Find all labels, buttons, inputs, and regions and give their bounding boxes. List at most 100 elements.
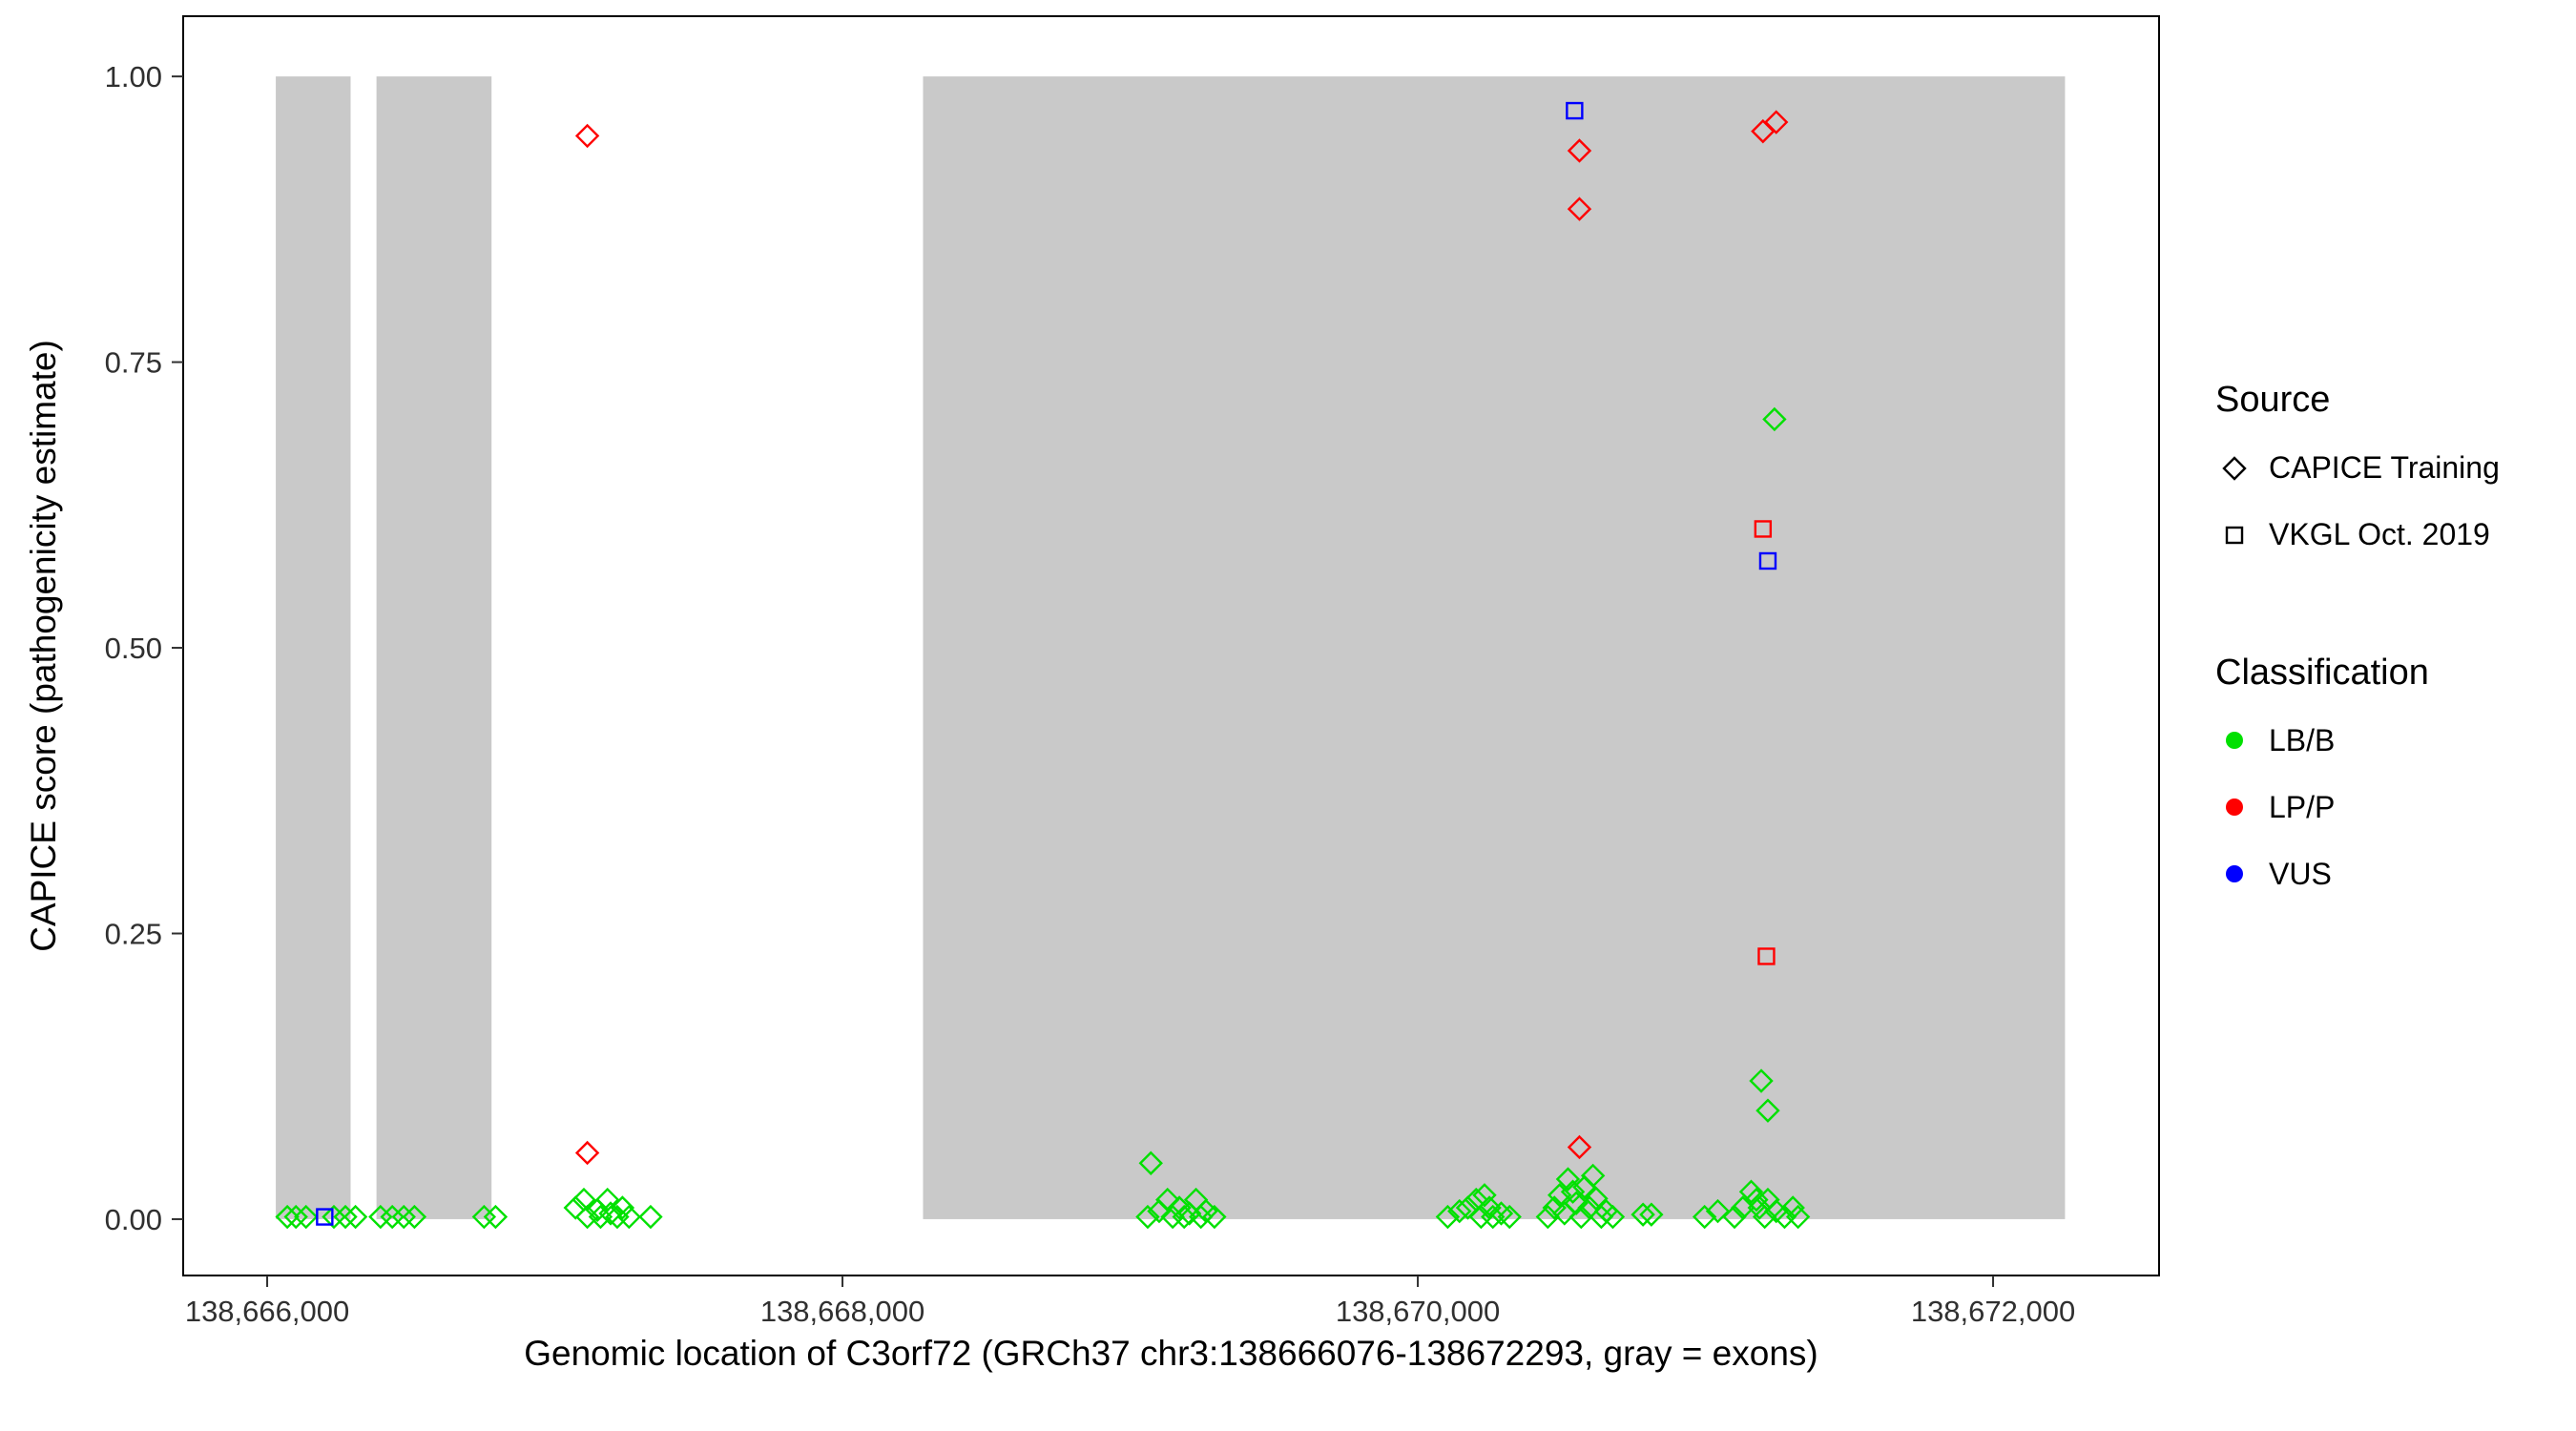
data-point-diamond	[1488, 1201, 1514, 1226]
x-tick-label: 138,672,000	[1911, 1295, 2075, 1328]
data-point-diamond	[1567, 138, 1592, 163]
open-square-icon	[2225, 526, 2244, 544]
y-axis-title: CAPICE score (pathogenicity estimate)	[24, 340, 63, 952]
exon-region	[376, 76, 492, 1219]
data-point-diamond	[1584, 1186, 1609, 1212]
data-point-diamond	[563, 1195, 588, 1220]
data-point-diamond	[1567, 197, 1592, 221]
data-point-square	[316, 1208, 334, 1226]
data-point-diamond	[1564, 1191, 1589, 1215]
data-point-diamond	[1468, 1204, 1494, 1230]
data-point-diamond	[1589, 1204, 1614, 1230]
data-point-diamond	[1560, 1179, 1586, 1204]
data-point-diamond	[1722, 1204, 1747, 1230]
lbb-color-dot-icon	[2226, 732, 2243, 750]
data-point-diamond	[574, 1140, 600, 1166]
legend-source-title: Source	[2215, 380, 2331, 420]
legend-item-vus: VUS	[2215, 840, 2500, 907]
data-point-diamond	[1755, 1098, 1780, 1123]
data-point-diamond	[598, 1201, 623, 1226]
data-point-square	[1566, 101, 1584, 120]
data-point-diamond	[1785, 1204, 1811, 1230]
legend-item-lbb: LB/B	[2215, 707, 2500, 774]
data-point-diamond	[1167, 1195, 1192, 1220]
data-point-diamond	[1705, 1198, 1731, 1224]
legend-label-lpp: LP/P	[2269, 789, 2336, 824]
data-point-diamond	[343, 1204, 368, 1230]
data-point-diamond	[275, 1204, 300, 1230]
data-point-diamond	[1555, 1167, 1581, 1192]
data-point-diamond	[1762, 406, 1787, 432]
data-point-diamond	[283, 1204, 308, 1230]
legend-group-source: Source CAPICE Training VKGL Oct. 2019	[2215, 380, 2500, 569]
data-point-diamond	[1738, 1179, 1764, 1204]
exon-region	[923, 76, 2066, 1219]
data-point-diamond	[1692, 1204, 1717, 1230]
data-point-diamond	[380, 1204, 405, 1230]
x-axis-title: Genomic location of C3orf72 (GRCh37 chr3…	[524, 1334, 1818, 1373]
legend-item-capice-training: CAPICE Training	[2215, 435, 2500, 502]
data-point-diamond	[1547, 1183, 1572, 1208]
data-point-diamond	[1568, 1204, 1593, 1230]
data-point-diamond	[1631, 1202, 1655, 1227]
y-tick-label: 0.25	[105, 917, 162, 950]
data-point-diamond	[588, 1204, 613, 1230]
data-point-diamond	[638, 1204, 663, 1230]
data-point-diamond	[595, 1187, 620, 1213]
data-point-diamond	[1752, 1204, 1777, 1230]
data-point-diamond	[1455, 1195, 1481, 1220]
legend-item-lpp: LP/P	[2215, 774, 2500, 840]
data-point-diamond	[1780, 1195, 1805, 1220]
data-point-diamond	[1447, 1198, 1472, 1224]
data-point-diamond	[483, 1204, 509, 1230]
legend-group-classification: Classification LB/B LP/P VUS	[2215, 653, 2500, 908]
y-tick-label: 1.00	[105, 60, 162, 93]
data-point-diamond	[333, 1204, 358, 1230]
data-point-diamond	[1481, 1204, 1506, 1230]
panel-border	[182, 15, 2160, 1276]
data-point-diamond	[1497, 1204, 1522, 1230]
x-tick-label: 138,666,000	[185, 1295, 349, 1328]
data-point-diamond	[1477, 1195, 1502, 1220]
exon-region	[276, 76, 351, 1219]
data-point-diamond	[1577, 1195, 1602, 1220]
data-point-diamond	[610, 1195, 635, 1220]
data-point-diamond	[574, 123, 600, 149]
legend-item-vkgl: VKGL Oct. 2019	[2215, 502, 2500, 569]
data-point-diamond	[1749, 1068, 1774, 1093]
data-point-diamond	[1202, 1204, 1227, 1230]
data-point-square	[1758, 551, 1777, 570]
data-point-diamond	[1472, 1183, 1497, 1208]
legend-label-vkgl: VKGL Oct. 2019	[2269, 517, 2490, 552]
legend-label-lbb: LB/B	[2269, 722, 2336, 757]
data-point-diamond	[1639, 1202, 1664, 1227]
data-point-diamond	[1172, 1204, 1196, 1230]
data-point-square	[1754, 520, 1773, 538]
open-diamond-icon	[2222, 455, 2247, 481]
data-point-diamond	[1435, 1204, 1461, 1230]
data-point-diamond	[471, 1204, 497, 1230]
legend-classification-title: Classification	[2215, 652, 2429, 693]
data-point-diamond	[1138, 1151, 1163, 1175]
data-point-square	[1757, 947, 1776, 965]
data-point-diamond	[616, 1204, 642, 1230]
y-tick-label: 0.00	[105, 1203, 162, 1236]
data-point-diamond	[402, 1204, 427, 1230]
x-tick-label: 138,670,000	[1336, 1295, 1500, 1328]
legend-label-vus: VUS	[2269, 856, 2332, 891]
data-point-diamond	[1747, 1195, 1772, 1220]
data-point-diamond	[1580, 1163, 1606, 1189]
vus-color-dot-icon	[2226, 865, 2243, 883]
data-point-diamond	[1764, 110, 1789, 135]
data-point-diamond	[1135, 1204, 1160, 1230]
data-point-diamond	[322, 1204, 346, 1230]
data-point-diamond	[1567, 1134, 1592, 1160]
data-point-diamond	[368, 1204, 393, 1230]
data-point-diamond	[605, 1204, 630, 1230]
legend: Source CAPICE Training VKGL Oct. 2019 Cl…	[2215, 380, 2500, 907]
data-point-diamond	[1744, 1187, 1769, 1213]
x-tick-label: 138,668,000	[760, 1295, 924, 1328]
data-point-diamond	[1600, 1204, 1626, 1230]
